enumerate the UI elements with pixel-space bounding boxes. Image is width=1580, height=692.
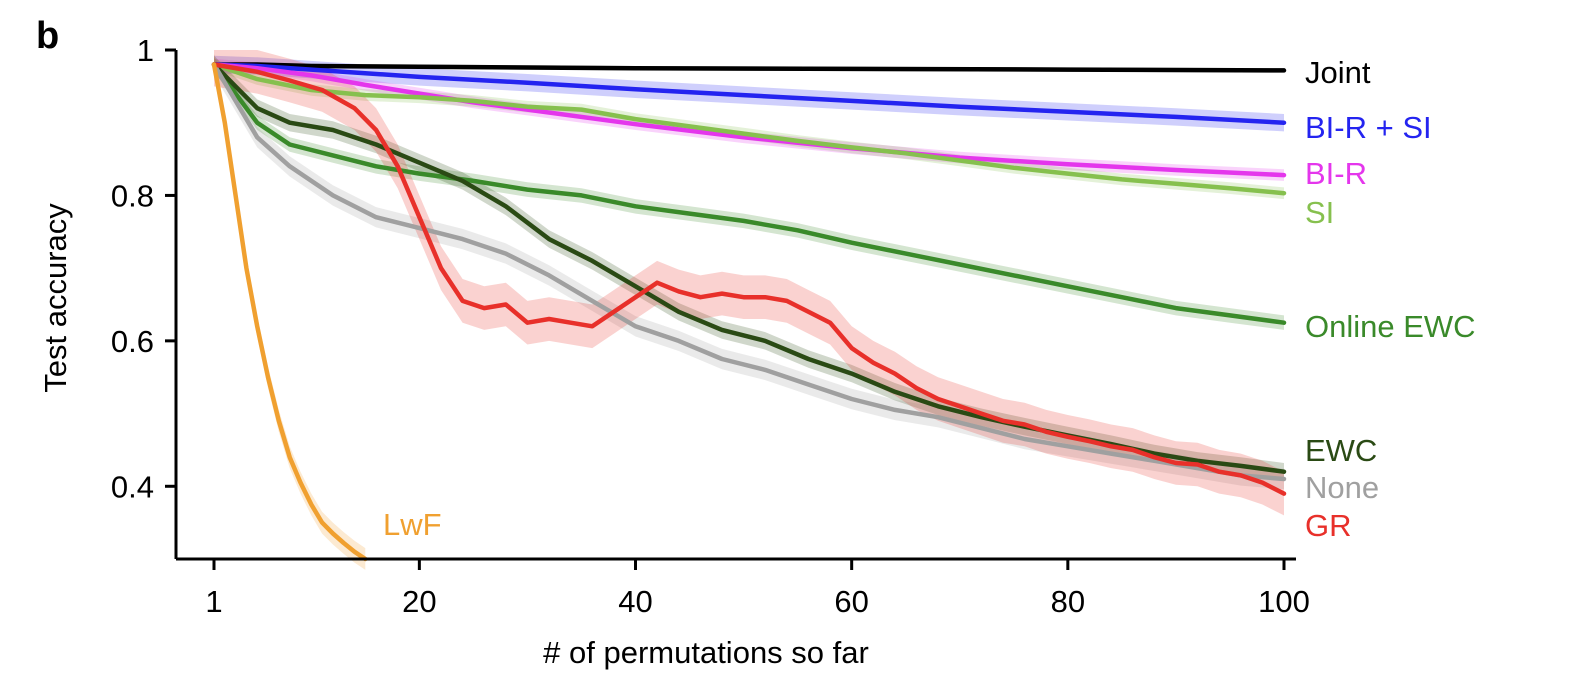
lwf-line <box>211 62 368 562</box>
x-tick-label: 1 <box>205 584 222 619</box>
online-ewc-line <box>211 62 1287 325</box>
y-tick-label: 1 <box>137 33 154 68</box>
none-line <box>211 62 1287 482</box>
y-axis-title: Test accuracy <box>38 203 73 393</box>
bi-r-label: BI-R <box>1305 156 1367 191</box>
y-tick-label: 0.4 <box>111 469 154 504</box>
lwf-band <box>214 53 366 570</box>
si-label: SI <box>1305 195 1334 230</box>
x-axis-title: # of permutations so far <box>543 635 869 670</box>
si-band <box>214 58 1284 200</box>
bi-r-line <box>211 62 1287 178</box>
joint-label: Joint <box>1305 55 1371 90</box>
gr-line <box>211 62 1287 496</box>
x-tick-label: 20 <box>402 584 436 619</box>
gr-band <box>214 50 1284 516</box>
x-tick-label: 60 <box>834 584 868 619</box>
x-tick-label: 40 <box>618 584 652 619</box>
y-tick-label: 0.6 <box>111 324 154 359</box>
panel-letter: b <box>36 15 59 57</box>
bi-r-si-line <box>211 62 1287 125</box>
x-tick-label: 80 <box>1051 584 1085 619</box>
axes <box>174 50 1296 561</box>
none-label: None <box>1305 470 1379 505</box>
lwf-label: LwF <box>383 507 442 542</box>
online-ewc-label: Online EWC <box>1305 309 1476 344</box>
series-lines <box>211 62 1287 562</box>
x-ticks: 1 20 40 60 80 100 <box>205 559 1310 619</box>
ewc-label: EWC <box>1305 433 1377 468</box>
si-line <box>211 62 1287 196</box>
y-tick-label: 0.8 <box>111 178 154 213</box>
x-tick-label: 100 <box>1258 584 1310 619</box>
y-ticks: 0.4 0.6 0.8 1 <box>111 33 176 504</box>
gr-label: GR <box>1305 508 1352 543</box>
bi-r-si-label: BI-R + SI <box>1305 110 1432 145</box>
online-ewc-band <box>214 57 1284 330</box>
